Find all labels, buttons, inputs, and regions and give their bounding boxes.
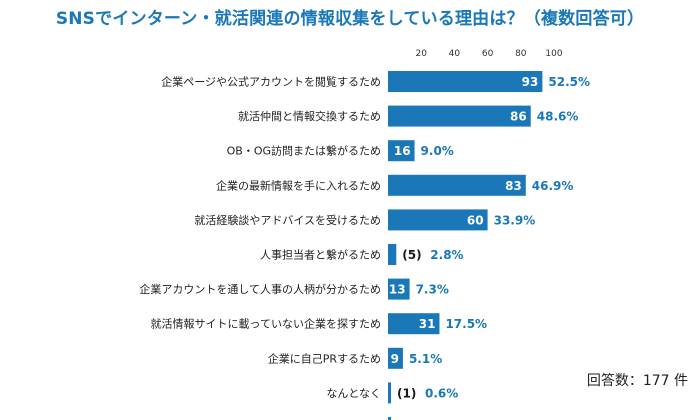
percent-label: 0.6% (425, 386, 458, 400)
bar (388, 105, 531, 127)
response-count: 回答数：177 件 (586, 373, 688, 389)
category-label: 就活経験談やアドバイスを受けるため (194, 213, 381, 227)
category-label: なんとなく (326, 387, 381, 400)
x-tick-label: 40 (449, 49, 461, 59)
value-label: (1) (397, 386, 416, 400)
x-tick-label: 100 (545, 49, 562, 59)
bar (388, 174, 526, 196)
value-label: 86 (510, 110, 527, 124)
bar (388, 278, 410, 300)
x-tick-label: 80 (515, 49, 527, 59)
category-label: 企業の最新情報を手に入れるため (216, 178, 381, 192)
bar (388, 382, 391, 404)
bar (388, 209, 488, 231)
bar (388, 71, 543, 92)
value-label: 16 (394, 144, 411, 158)
percent-label: 17.5% (445, 317, 487, 331)
category-label: 人事担当者と繋がるため (260, 248, 381, 262)
bar (388, 347, 403, 369)
value-label: 31 (419, 317, 436, 331)
percent-label: 33.9% (494, 213, 536, 227)
bar (388, 313, 440, 335)
percent-label: 2.8% (430, 248, 463, 262)
percent-label: 48.6% (537, 110, 579, 124)
value-label: 60 (467, 213, 484, 227)
x-tick-label: 20 (415, 49, 427, 59)
category-label: 企業に自己PRするため (268, 351, 381, 365)
percent-label: 46.9% (532, 179, 574, 193)
value-label: 9 (391, 352, 399, 366)
bar (388, 140, 415, 162)
percent-label: 7.3% (416, 283, 449, 297)
category-label: OB・OG訪問または繋がるため (227, 144, 381, 158)
category-label: 就活仲間と情報交換するため (238, 109, 381, 123)
category-label: 企業アカウントを通して人事の人柄が分かるため (139, 282, 381, 296)
category-label: 就活情報サイトに載っていない企業を探すため (151, 317, 381, 331)
value-label: 83 (505, 179, 522, 193)
x-tick-label: 60 (482, 49, 494, 59)
value-label: 93 (522, 75, 539, 89)
percent-label: 9.0% (421, 144, 454, 158)
value-label: (5) (402, 248, 421, 262)
chart-title: SNSでインターン・就活関連の情報収集をしている理由は？（複数回答可） (55, 9, 645, 29)
category-label: 企業ページや公式アカウントを閲覧するため (161, 75, 381, 89)
bar (388, 244, 397, 265)
value-label: 13 (389, 283, 406, 297)
percent-label: 52.5% (548, 75, 590, 89)
bar (388, 417, 391, 420)
percent-label: 5.1% (409, 352, 442, 366)
